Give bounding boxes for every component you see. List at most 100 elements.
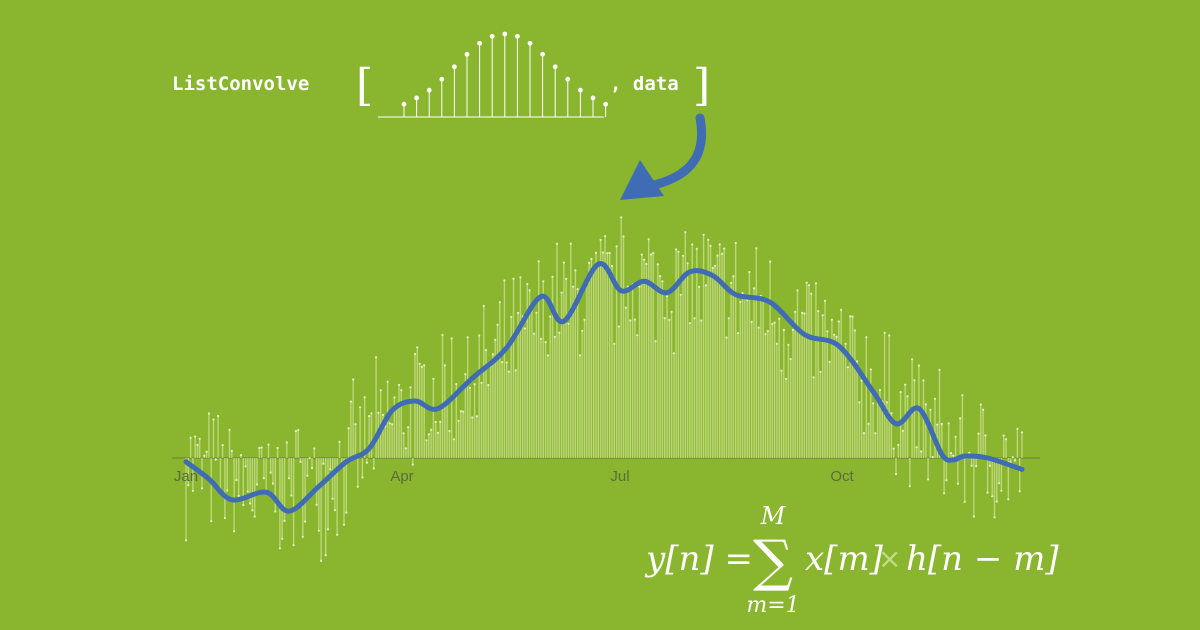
data-bar-tip xyxy=(1004,438,1008,441)
data-bar-tip xyxy=(961,394,964,397)
data-bar-tip xyxy=(391,423,394,426)
data-bar-tip xyxy=(198,437,201,440)
data-bar-tip xyxy=(526,282,529,286)
data-bar-tip xyxy=(214,458,217,461)
data-bar-tip xyxy=(844,342,847,345)
data-bar-tip xyxy=(194,435,197,438)
data-bar-tip xyxy=(191,489,194,492)
data-bar-tip xyxy=(441,333,444,337)
data-bar-tip xyxy=(670,310,673,313)
data-bar-tip xyxy=(704,284,708,287)
data-bar-tip xyxy=(482,304,485,308)
data-bar-tip xyxy=(352,378,355,381)
data-bar-tip xyxy=(588,261,591,264)
data-bar-tip xyxy=(381,413,385,417)
data-bar-tip xyxy=(244,465,247,468)
data-bar-tip xyxy=(347,427,350,430)
data-bar-tip xyxy=(1018,490,1021,493)
data-bar-tip xyxy=(998,482,1001,485)
formula-lhs: y[n] = xyxy=(644,539,753,579)
listconvolve-expression: ListConvolve [ , data ] xyxy=(172,31,710,118)
data-bar-tip xyxy=(901,429,905,432)
data-bar-tip xyxy=(514,369,517,372)
data-bar-tip xyxy=(778,317,781,320)
data-bar-tip xyxy=(1016,427,1019,430)
data-bar-tip xyxy=(913,379,916,382)
data-bar-tip xyxy=(986,491,989,494)
data-bar-tip xyxy=(959,417,962,420)
data-bar-tip xyxy=(562,261,566,264)
data-bar-tip xyxy=(617,325,621,328)
data-bar-tip xyxy=(375,356,378,359)
data-bar-tip xyxy=(505,361,508,364)
data-bar-tip xyxy=(546,354,550,357)
data-bar-tip xyxy=(833,333,836,336)
data-bar-tip xyxy=(537,260,540,263)
data-bar-tip xyxy=(814,282,818,285)
data-bar-tip xyxy=(560,291,563,294)
data-bar-tip xyxy=(544,341,547,344)
data-bar-tip xyxy=(755,247,758,250)
kernel-point xyxy=(527,40,533,46)
data-bar-tip xyxy=(867,422,870,425)
data-bar-tip xyxy=(830,318,834,321)
data-bar-tip xyxy=(933,397,937,400)
data-bar-tip xyxy=(285,441,288,444)
data-bar-tip xyxy=(771,322,774,326)
data-bar-tip xyxy=(233,530,236,533)
data-bar-tip xyxy=(943,492,946,495)
data-bar-tip xyxy=(853,329,856,332)
data-bar-tip xyxy=(430,428,433,431)
data-bar-tip xyxy=(255,483,259,486)
data-bar-tip xyxy=(810,292,813,295)
data-bar-tip xyxy=(574,269,577,272)
data-bar-tip xyxy=(982,408,985,411)
data-bar-tip xyxy=(533,332,536,335)
data-bar-tip xyxy=(409,386,412,389)
kernel-point xyxy=(477,40,482,46)
chart: Jan Apr Jul Oct xyxy=(172,216,1040,563)
data-bar-tip xyxy=(386,380,389,383)
kernel-point xyxy=(552,64,558,70)
data-bar-tip xyxy=(471,416,474,419)
data-bar-tip xyxy=(452,438,456,441)
data-bar-tip xyxy=(940,422,943,426)
data-bar-tip xyxy=(794,310,797,313)
data-bar-tip xyxy=(803,312,806,315)
data-bar-tip xyxy=(691,243,694,246)
data-bar-tip xyxy=(297,429,300,432)
data-bar-tip xyxy=(752,287,756,290)
data-bar-tip xyxy=(638,285,641,288)
data-bar-tip xyxy=(425,439,428,442)
sum-lower-limit: m=1 xyxy=(746,593,799,618)
data-bar-tip xyxy=(851,315,854,318)
x-tick-labels: Jan Apr Jul Oct xyxy=(174,468,855,485)
data-bar-tip xyxy=(299,460,302,463)
data-bar-tip xyxy=(652,252,655,255)
data-bar-tip xyxy=(659,275,662,278)
data-bar-tip xyxy=(725,336,728,339)
data-bar-tip xyxy=(1020,431,1024,434)
data-bar-tip xyxy=(342,523,346,526)
data-bar-tip xyxy=(984,434,987,437)
formula-term-x: x[m] xyxy=(805,539,884,579)
data-bar-tip xyxy=(365,461,368,464)
data-bar-tip xyxy=(388,422,391,425)
function-name: ListConvolve xyxy=(172,73,309,95)
data-bar-tip xyxy=(956,482,960,485)
data-bar-tip xyxy=(539,337,543,340)
tick-label-apr: Apr xyxy=(390,468,413,485)
data-bar-tip xyxy=(331,497,334,500)
data-bar-tip xyxy=(569,242,572,245)
data-bar-tip xyxy=(720,252,724,255)
data-bar-tip xyxy=(372,467,375,470)
data-bar-tip xyxy=(828,360,831,363)
data-bar-tip xyxy=(267,443,270,446)
data-bar-tip xyxy=(677,250,680,253)
data-bar-tip xyxy=(654,340,657,343)
data-bar-tip xyxy=(310,466,314,470)
kernel-point xyxy=(603,101,608,107)
data-bar-tip xyxy=(246,490,249,493)
kernel-point xyxy=(578,87,583,93)
